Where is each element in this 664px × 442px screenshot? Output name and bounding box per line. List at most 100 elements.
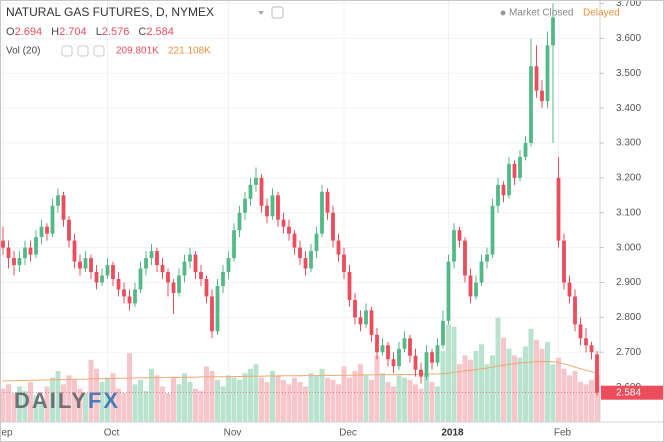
volume-bar	[528, 328, 534, 422]
volume-bar	[550, 364, 556, 422]
candle-body	[61, 195, 66, 220]
y-tick-label: 3.500	[616, 68, 641, 79]
candle-body	[138, 268, 143, 290]
candle-body	[540, 90, 544, 102]
y-tick-label: 3.300	[616, 138, 641, 149]
volume-bar	[237, 379, 242, 422]
candle-body	[67, 219, 71, 241]
volume-bar	[193, 388, 198, 422]
y-tick-label: 2.800	[616, 312, 641, 323]
candle-body	[78, 261, 82, 269]
volume-bar	[567, 375, 572, 422]
candle-body	[595, 354, 599, 393]
candle-body	[210, 296, 214, 332]
volume-bar	[204, 366, 209, 422]
y-tick-label: 3.600	[616, 33, 641, 44]
volume-bar	[418, 388, 424, 422]
volume-bar	[341, 366, 347, 422]
candle-body	[474, 282, 478, 297]
candle-body	[353, 299, 357, 318]
title-menu-icon[interactable]	[258, 11, 264, 15]
volume-bar	[0, 388, 6, 422]
volume-bar	[99, 382, 105, 422]
candle-body	[45, 226, 49, 234]
volume-bar	[83, 393, 88, 422]
volume-bar	[517, 357, 523, 422]
settings-icon[interactable]	[271, 6, 284, 19]
volume-bar	[589, 379, 594, 422]
volume-bar	[462, 355, 468, 422]
chart-title: NATURAL GAS FUTURES, D, NYMEX	[6, 5, 214, 19]
candle-body	[369, 310, 374, 335]
watermark: DAILYFX	[14, 388, 120, 413]
volume-icon[interactable]	[93, 45, 105, 57]
volume-bar	[413, 384, 418, 422]
volume-ma-line	[2, 361, 598, 382]
volume-bar	[264, 382, 270, 422]
volume-bar	[336, 384, 341, 422]
volume-bar	[61, 384, 66, 422]
candle-body	[545, 45, 550, 102]
volume-bar	[363, 375, 369, 422]
volume-bar	[396, 375, 402, 422]
candle-body	[430, 352, 434, 363]
last-price-label: 2.584	[616, 387, 641, 398]
candle-body	[386, 345, 390, 360]
candle-body	[380, 345, 385, 353]
candle-body	[122, 289, 126, 297]
volume-bar	[94, 368, 99, 422]
candle-body	[298, 247, 302, 259]
candle-body	[105, 265, 110, 276]
candle-body	[303, 258, 308, 269]
candle-body	[485, 254, 489, 262]
volume-bar	[187, 382, 193, 422]
volume-bar	[402, 377, 407, 422]
ohlc-letter: C	[138, 26, 146, 38]
volume-bar	[11, 393, 17, 422]
candle-body	[254, 177, 258, 185]
volume-bar	[171, 377, 176, 422]
x-tick-label: 2018	[441, 428, 464, 439]
candle-body	[496, 184, 500, 206]
ohlc-value: 2.576	[102, 26, 130, 38]
volume-bar	[451, 326, 457, 422]
candle-body	[463, 240, 467, 276]
volume-icon[interactable]	[77, 45, 89, 57]
volume-bar	[55, 370, 61, 422]
volume-bar	[220, 386, 226, 422]
candle-body	[259, 177, 264, 206]
volume-bar	[105, 377, 110, 422]
candle-body	[435, 345, 440, 363]
y-tick-label: 2.900	[616, 277, 641, 288]
last-price-tag	[601, 385, 663, 400]
volume-bar	[352, 370, 358, 422]
watermark-part: DAILY	[14, 388, 88, 413]
candle-body	[17, 258, 22, 266]
volume-bar	[556, 357, 561, 422]
candle-body	[347, 272, 352, 300]
volume-bar	[523, 346, 528, 422]
candle-body	[397, 348, 401, 367]
candle-body	[408, 338, 412, 356]
volume-bar	[578, 382, 583, 422]
candle-body	[188, 254, 192, 262]
candle-body	[237, 212, 242, 231]
market-status: Market Closed	[509, 8, 573, 19]
candle-body	[584, 338, 588, 346]
candle-body	[446, 261, 451, 321]
candle-body	[452, 230, 456, 262]
candle-body	[551, 17, 555, 46]
ohlc-letter: O	[6, 26, 15, 38]
candle-body	[215, 285, 220, 332]
candle-body	[573, 296, 577, 325]
volume-bar	[226, 375, 231, 422]
volume-icon[interactable]	[61, 45, 73, 57]
ohlc-letter: H	[51, 26, 59, 38]
candle-body	[116, 279, 121, 290]
candle-body	[364, 310, 368, 325]
volume-bar	[468, 359, 473, 422]
candle-body	[166, 272, 170, 283]
candle-body	[127, 296, 132, 304]
volume-bar	[286, 384, 292, 422]
